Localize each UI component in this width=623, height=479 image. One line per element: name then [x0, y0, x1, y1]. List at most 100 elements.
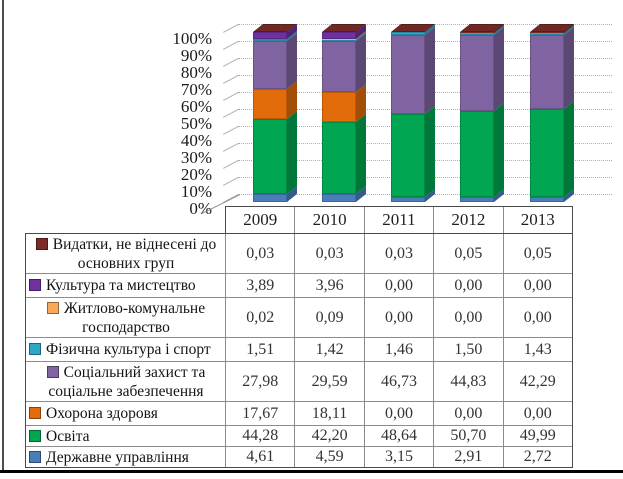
series-label: Фізична культура і спорт: [29, 340, 223, 359]
bar-segment: [321, 194, 356, 202]
bar-segment-side: [563, 26, 574, 110]
value-cell: 48,64: [363, 425, 435, 447]
gridline-depth-connector: [223, 109, 239, 118]
series-label: Видатки, не віднесені до основних груп: [29, 235, 223, 273]
legend-marker-icon: [29, 343, 41, 355]
bar-segment: [460, 34, 495, 111]
bar-segment: [391, 196, 426, 202]
bar-segment: [529, 32, 564, 35]
row-label-cell: Соціальний захист та соціальне забезпече…: [25, 361, 226, 402]
value-cell: 0,03: [363, 233, 435, 274]
bar-2011: [391, 24, 436, 202]
year-header-cell: 2009: [225, 206, 296, 234]
value-cell: 3,89: [225, 273, 296, 298]
year-header-cell: 2011: [363, 206, 435, 234]
value-cell: 0,03: [225, 233, 296, 274]
legend-marker-icon: [29, 450, 41, 463]
bar-segment: [252, 32, 287, 39]
value-cell: 27,98: [225, 361, 296, 402]
legend-marker-icon: [46, 365, 59, 378]
bar-segment: [321, 38, 356, 42]
bar-2012: [460, 24, 505, 202]
bar-side-face: [355, 24, 366, 202]
bar-segment: [529, 197, 564, 202]
year-header-cell: 2010: [294, 206, 365, 234]
series-label: Державне управління: [29, 448, 223, 467]
row-label-cell: Державне управління: [25, 446, 226, 468]
value-cell: 0,03: [294, 233, 365, 274]
year-header-cell: 2013: [502, 206, 573, 234]
value-cell: 4,59: [294, 446, 365, 468]
bar-segment-side: [494, 102, 505, 198]
value-cell: 0,00: [363, 401, 435, 426]
bar-segment-side: [425, 26, 436, 114]
gridline-depth-connector: [223, 75, 239, 84]
value-cell: 1,42: [294, 337, 365, 362]
series-label: Охорона здоровя: [29, 404, 223, 423]
value-cell: 44,83: [433, 361, 504, 402]
value-cell: 49,99: [502, 425, 573, 447]
value-cell: 0,02: [225, 297, 296, 338]
value-cell: 1,51: [225, 337, 296, 362]
gridline-depth-connector: [223, 92, 239, 101]
value-cell: 0,00: [433, 297, 504, 338]
bar-segment: [391, 32, 426, 35]
y-axis-tick-label: 40%: [180, 131, 212, 150]
series-label: Культура та мистецтво: [29, 276, 223, 295]
bar-segment: [529, 109, 564, 198]
value-cell: 0,00: [433, 273, 504, 298]
row-label-cell: Охорона здоровя: [25, 401, 226, 426]
bar-segment: [460, 110, 495, 198]
legend-marker-icon: [35, 237, 48, 250]
y-axis-tick-label: 30%: [180, 148, 212, 167]
value-cell: 0,00: [502, 273, 573, 298]
bar-side-face: [563, 24, 574, 202]
legend-marker-icon: [46, 301, 59, 314]
value-cell: 2,72: [502, 446, 573, 468]
bar-segment-side: [355, 33, 366, 92]
value-cell: 1,50: [433, 337, 504, 362]
row-label-cell: Освіта: [25, 425, 226, 447]
bar-segment: [529, 34, 564, 110]
gridline-depth-connector: [223, 24, 239, 33]
value-cell: 4,61: [225, 446, 296, 468]
bar-segment: [321, 91, 356, 123]
bar-segment: [460, 197, 495, 202]
value-cell: 18,11: [294, 401, 365, 426]
series-label: Соціальний захист та соціальне забезпече…: [46, 363, 206, 400]
value-cell: 50,70: [433, 425, 504, 447]
value-cell: 0,00: [433, 401, 504, 426]
bar-side-face: [286, 24, 297, 202]
bar-segment-side: [355, 114, 366, 195]
bar-segment: [252, 118, 287, 195]
bar-segment: [391, 34, 426, 114]
y-axis-tick-label: 20%: [180, 165, 212, 184]
value-cell: 2,91: [433, 446, 504, 468]
value-cell: 0,09: [294, 297, 365, 338]
y-axis-tick-label: 70%: [180, 80, 212, 99]
value-cell: 0,05: [433, 233, 504, 274]
value-cell: 17,67: [225, 401, 296, 426]
legend-marker-icon: [29, 407, 41, 419]
value-cell: 3,15: [363, 446, 435, 468]
bar-segment: [321, 122, 356, 195]
bar-segment: [321, 41, 356, 92]
row-label-cell: Культура та мистецтво: [25, 273, 226, 298]
bar-segment-side: [286, 110, 297, 195]
value-cell: 44,28: [225, 425, 296, 447]
bar-side-face: [425, 24, 436, 202]
bar-segment: [321, 32, 356, 39]
bar-2009: [252, 24, 297, 202]
value-cell: 42,29: [502, 361, 573, 402]
value-cell: 0,05: [502, 233, 573, 274]
legend-marker-icon: [29, 279, 41, 291]
page-border-left: [2, 0, 4, 473]
y-axis-tick-label: 0%: [189, 199, 212, 218]
y-axis-tick-label: 10%: [180, 182, 212, 201]
value-cell: 0,00: [502, 297, 573, 338]
bar-segment: [460, 32, 495, 35]
bar-segment: [391, 113, 426, 197]
value-cell: 1,46: [363, 337, 435, 362]
gridline-depth-connector: [223, 41, 239, 50]
row-label-cell: Фізична культура і спорт: [25, 337, 226, 362]
